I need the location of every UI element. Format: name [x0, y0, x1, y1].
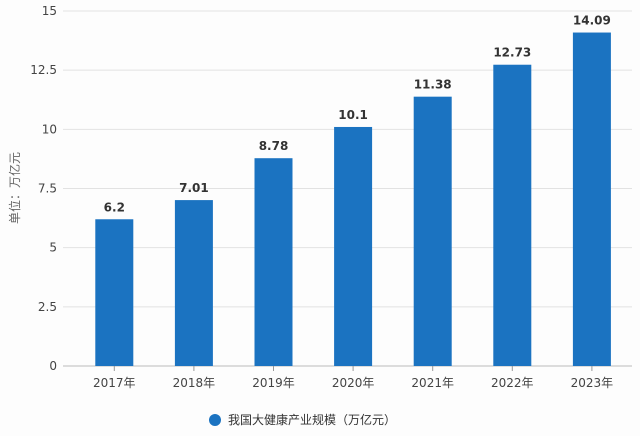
- x-tick-label: 2018年: [173, 376, 216, 390]
- bars: 6.2 7.01 8.78 10.1 11.38 12.73 14.09: [95, 14, 611, 367]
- y-tick-label: 15: [42, 4, 57, 18]
- bar: [413, 96, 452, 366]
- x-tick-label: 2021年: [411, 376, 454, 390]
- legend-marker: [209, 414, 221, 426]
- data-label: 14.09: [573, 14, 611, 28]
- y-tick-label: 12.5: [30, 63, 57, 77]
- data-label: 10.1: [338, 108, 368, 122]
- y-tick-labels: 0 2.5 5 7.5 10 12.5 15: [30, 4, 57, 373]
- data-label: 12.73: [493, 46, 531, 60]
- bar: [334, 126, 373, 366]
- bar: [493, 64, 532, 367]
- bar: [95, 219, 134, 366]
- x-tick-label: 2019年: [252, 376, 295, 390]
- bar: [254, 158, 293, 366]
- y-tick-label: 2.5: [38, 300, 57, 314]
- x-tick-labels: 2017年 2018年 2019年 2020年 2021年 2022年 2023年: [93, 366, 613, 390]
- data-label: 8.78: [259, 139, 289, 153]
- x-tick-label: 2017年: [93, 376, 136, 390]
- data-label: 7.01: [179, 181, 209, 195]
- bar: [174, 200, 213, 366]
- y-tick-label: 7.5: [38, 182, 57, 196]
- x-tick-label: 2020年: [332, 376, 375, 390]
- y-tick-label: 10: [42, 122, 57, 136]
- legend: 我国大健康产业规模（万亿元）: [209, 412, 396, 427]
- legend-label: 我国大健康产业规模（万亿元）: [228, 412, 396, 427]
- y-tick-label: 0: [49, 359, 57, 373]
- data-label: 11.38: [414, 78, 452, 92]
- x-tick-label: 2023年: [571, 376, 614, 390]
- y-axis-label: 单位：万亿元: [7, 152, 22, 224]
- x-tick-label: 2022年: [491, 376, 534, 390]
- y-tick-label: 5: [49, 241, 57, 255]
- data-label: 6.2: [104, 200, 125, 214]
- bar: [572, 32, 611, 366]
